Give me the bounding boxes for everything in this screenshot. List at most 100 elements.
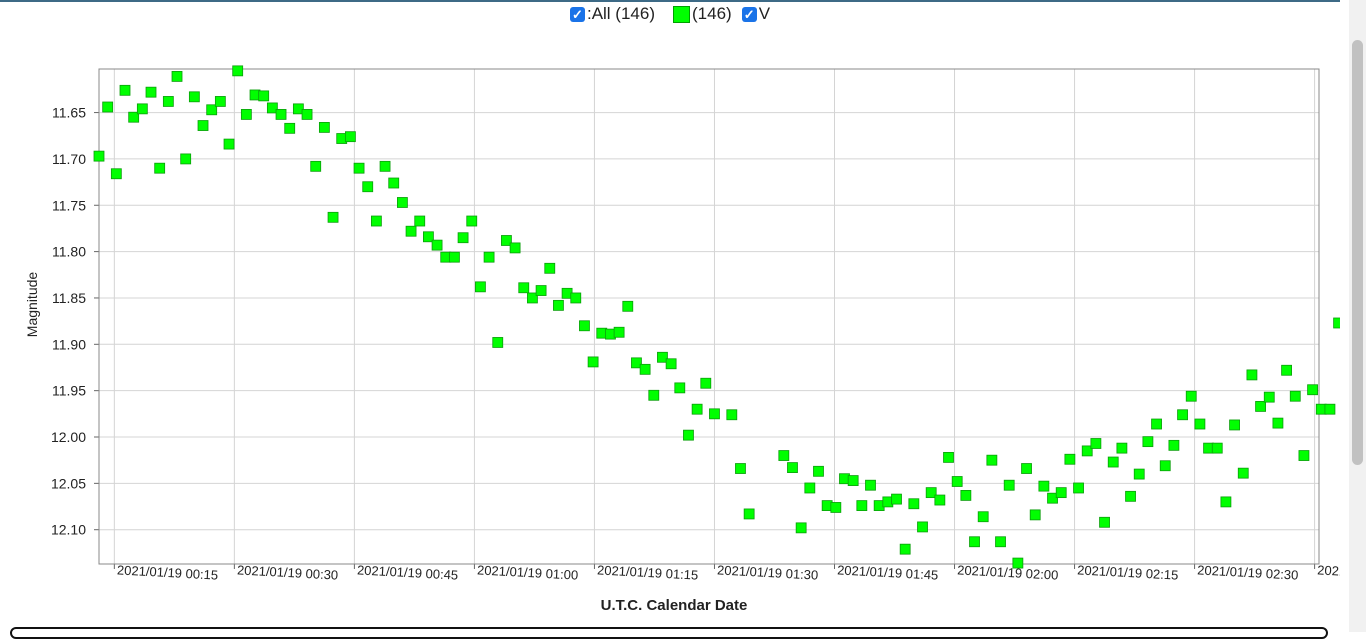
data-point	[136, 103, 148, 115]
data-point	[665, 358, 677, 370]
all-filter-toggle[interactable]: ✓ :All (146)	[569, 4, 655, 24]
data-point	[856, 500, 868, 512]
scrollbar-thumb[interactable]	[1352, 40, 1363, 465]
series-count-label: (146)	[692, 4, 732, 23]
series-color-swatch	[673, 5, 690, 23]
data-point	[1272, 417, 1284, 429]
data-point	[457, 232, 469, 244]
data-point	[1185, 390, 1197, 402]
data-point	[553, 299, 564, 311]
data-point	[657, 351, 668, 363]
data-point	[362, 181, 374, 193]
data-point	[830, 502, 842, 513]
data-point	[683, 429, 694, 441]
data-point	[327, 211, 339, 223]
data-point	[1038, 480, 1050, 492]
data-point	[492, 337, 504, 348]
page-scrollbar[interactable]	[1349, 0, 1366, 632]
data-point	[1090, 438, 1102, 449]
data-point	[223, 138, 235, 150]
data-point	[951, 476, 963, 487]
data-point	[240, 109, 252, 120]
data-point	[119, 84, 131, 96]
band-checkbox[interactable]: ✓	[741, 6, 757, 22]
data-point	[639, 363, 651, 375]
data-point	[579, 320, 590, 332]
data-point	[804, 482, 816, 494]
plot-area	[99, 69, 1319, 564]
y-tick-label: 11.70	[52, 151, 86, 167]
x-tick-label: 2021/01/19 01:30	[717, 562, 819, 582]
next-panel-edge	[10, 627, 1328, 639]
data-point	[535, 285, 547, 296]
data-point	[128, 111, 140, 123]
data-point	[700, 377, 712, 389]
data-point	[466, 215, 478, 227]
x-tick-label: 2021/01/19 00:15	[117, 562, 219, 582]
data-point	[1047, 492, 1058, 504]
data-point	[891, 493, 902, 505]
data-point	[1307, 384, 1318, 396]
data-point	[423, 231, 434, 243]
data-point	[388, 177, 400, 189]
data-point	[847, 475, 859, 486]
data-point	[310, 160, 322, 172]
data-point	[93, 150, 105, 162]
data-point	[501, 235, 512, 246]
data-point	[527, 292, 538, 304]
data-point	[483, 251, 495, 263]
y-tick-label: 11.85	[52, 290, 86, 306]
data-point	[1211, 442, 1223, 454]
y-tick-label: 11.95	[52, 383, 86, 399]
data-point	[318, 121, 330, 133]
data-point	[1324, 403, 1336, 415]
data-point	[1220, 496, 1232, 508]
data-point	[431, 239, 443, 251]
data-point	[622, 300, 634, 312]
data-point	[1125, 490, 1136, 502]
x-tick-label: 2021/01/19 01:15	[597, 562, 699, 582]
data-point	[986, 454, 998, 466]
data-point	[587, 356, 599, 368]
data-point	[726, 409, 738, 421]
data-point	[1281, 364, 1292, 376]
x-tick-label: 2021/01/19 00:45	[357, 562, 459, 582]
data-point	[631, 357, 642, 369]
data-point	[258, 90, 270, 102]
data-point	[648, 389, 660, 401]
data-point	[1229, 419, 1240, 431]
data-point	[405, 225, 417, 237]
data-point	[934, 494, 946, 506]
data-point	[1021, 463, 1032, 474]
data-point	[1029, 509, 1041, 521]
data-point	[1255, 401, 1266, 412]
data-point	[188, 91, 200, 103]
data-point	[1081, 445, 1093, 457]
data-point	[1159, 460, 1171, 472]
y-tick-label: 11.90	[52, 336, 86, 352]
data-point	[925, 487, 937, 499]
y-axis-title: Magnitude	[24, 272, 40, 338]
data-point	[1073, 482, 1084, 494]
data-point	[691, 403, 703, 415]
data-point	[1263, 391, 1275, 403]
data-point	[284, 122, 296, 134]
data-point	[370, 215, 382, 227]
data-point	[1055, 487, 1067, 499]
data-point	[292, 103, 304, 115]
data-point	[1237, 467, 1249, 479]
data-point	[353, 162, 365, 174]
y-tick-label: 12.05	[51, 475, 86, 491]
data-point	[518, 282, 530, 294]
data-point	[1133, 468, 1145, 480]
data-point	[674, 382, 686, 394]
band-filter-toggle[interactable]: ✓ V	[736, 4, 770, 24]
data-point	[865, 479, 876, 491]
series-legend-entry[interactable]: (146)	[659, 4, 732, 24]
data-point	[743, 508, 755, 520]
light-curve-chart: 11.65 11.70 11.75 11.80 11.85 11.90 11.95 12.00…	[24, 65, 1340, 614]
data-point	[709, 408, 720, 420]
data-point	[275, 109, 287, 120]
data-point	[1012, 557, 1024, 569]
all-checkbox[interactable]: ✓	[569, 6, 585, 22]
